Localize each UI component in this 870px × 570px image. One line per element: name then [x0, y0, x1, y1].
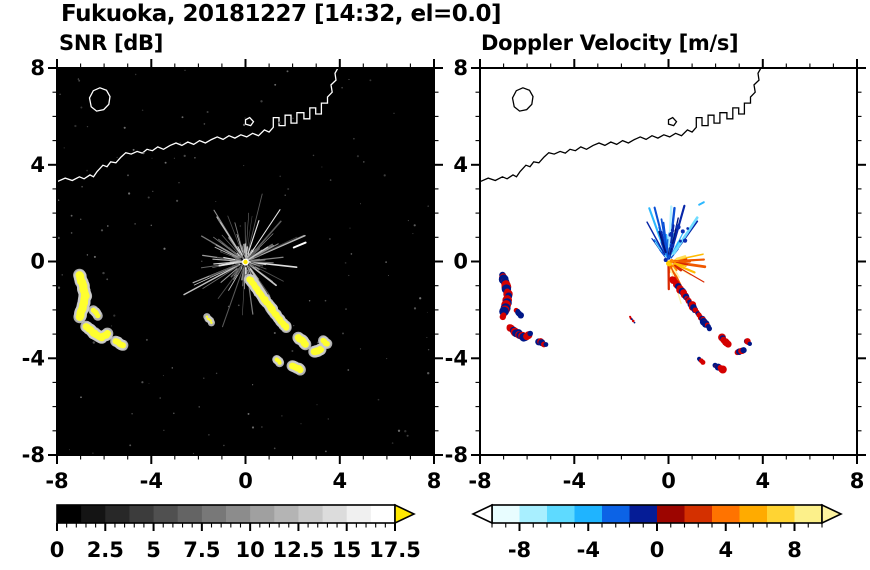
doppler-panel: -8 -4 0 4 8 -8 -4 0 4 8: [445, 56, 866, 493]
doppler-echoes: [498, 271, 752, 374]
snr-radar-origin: [242, 258, 249, 266]
snr-coastline: [57, 68, 339, 183]
snr-colorbar-tick-label: 2.5: [87, 538, 124, 562]
doppler-x-tick-label: 8: [850, 469, 865, 493]
snr-colorbar-tick-label: 7.5: [183, 538, 220, 562]
doppler-dense-negative-dots: [668, 224, 690, 249]
snr-y-tick-label: -8: [22, 443, 45, 467]
doppler-x-tick-label: 4: [755, 469, 770, 493]
doppler-y-tick-label: 8: [453, 56, 468, 80]
doppler-colorbar-tick-label: -4: [577, 538, 600, 562]
doppler-radar-origin: [663, 258, 674, 267]
snr-echoes: [73, 268, 333, 376]
doppler-y-tick-label: -4: [445, 346, 468, 370]
snr-x-tick-label: -8: [45, 469, 68, 493]
snr-y-tick-label: -4: [22, 346, 45, 370]
figure-title: Fukuoka, 20181227 [14:32, el=0.0]: [61, 1, 502, 27]
snr-colorbar: 0 2.5 5 7.5 10 12.5 15 17.5: [50, 503, 421, 562]
doppler-x-tick-label: -8: [468, 469, 491, 493]
doppler-colorbar-tick-label: 8: [787, 538, 802, 562]
doppler-colorbar-tick-label: -8: [508, 538, 531, 562]
snr-colorbar-overflow-arrow: [394, 503, 416, 525]
snr-panel: -8 -4 0 4 8 -8 -4 0 4 8: [22, 56, 443, 493]
snr-axis-labels: -8 -4 0 4 8 -8 -4 0 4 8: [22, 56, 442, 493]
snr-x-tick-label: 8: [427, 469, 442, 493]
snr-isolated-echo-dashes: [292, 241, 307, 249]
snr-panel-title: SNR [dB]: [59, 31, 164, 55]
doppler-x-tick-label: -4: [563, 469, 586, 493]
doppler-colorbar-tick-label: 4: [718, 538, 733, 562]
doppler-y-tick-label: 4: [453, 153, 468, 177]
snr-y-tick-label: 0: [30, 250, 45, 274]
doppler-colorbar-tick-label: 0: [650, 538, 665, 562]
doppler-axis-labels: -8 -4 0 4 8 -8 -4 0 4 8: [445, 56, 865, 493]
snr-x-tick-label: 4: [332, 469, 347, 493]
snr-colorbar-tick-label: 0: [50, 538, 65, 562]
doppler-isolated-echo-dashes: [698, 201, 705, 206]
snr-colorbar-tick-label: 12.5: [272, 538, 324, 562]
snr-radial-streaks: [183, 193, 306, 328]
doppler-coastline: [480, 68, 762, 183]
doppler-x-tick-label: 0: [661, 469, 676, 493]
snr-colorbar-tick-label: 17.5: [369, 538, 421, 562]
doppler-panel-title: Doppler Velocity [m/s]: [481, 31, 739, 55]
doppler-colorbar-underflow-arrow: [471, 503, 493, 525]
snr-x-tick-label: -4: [140, 469, 163, 493]
snr-x-tick-label: 0: [238, 469, 253, 493]
snr-y-tick-label: 8: [30, 56, 45, 80]
snr-y-tick-label: 4: [30, 153, 45, 177]
doppler-y-tick-label: -8: [445, 443, 468, 467]
snr-colorbar-tick-label: 5: [146, 538, 161, 562]
snr-colorbar-tick-label: 10: [235, 538, 264, 562]
doppler-y-tick-label: 0: [453, 250, 468, 274]
doppler-colorbar: -8 -4 0 4 8: [471, 503, 843, 562]
snr-speckle-noise: [57, 68, 430, 455]
doppler-axis-ticks: [471, 59, 866, 464]
snr-axis-ticks: [48, 59, 443, 464]
doppler-colorbar-overflow-arrow: [821, 503, 843, 525]
snr-colorbar-tick-label: 15: [332, 538, 361, 562]
